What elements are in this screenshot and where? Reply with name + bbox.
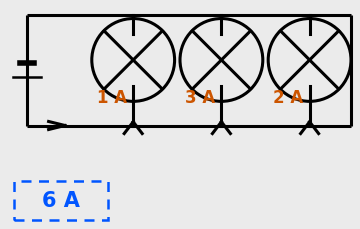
- Text: 1 A: 1 A: [96, 88, 127, 106]
- Bar: [14, 181, 108, 220]
- Text: 3 A: 3 A: [185, 88, 215, 106]
- Text: 2 A: 2 A: [273, 88, 303, 106]
- Text: 6 A: 6 A: [42, 191, 80, 210]
